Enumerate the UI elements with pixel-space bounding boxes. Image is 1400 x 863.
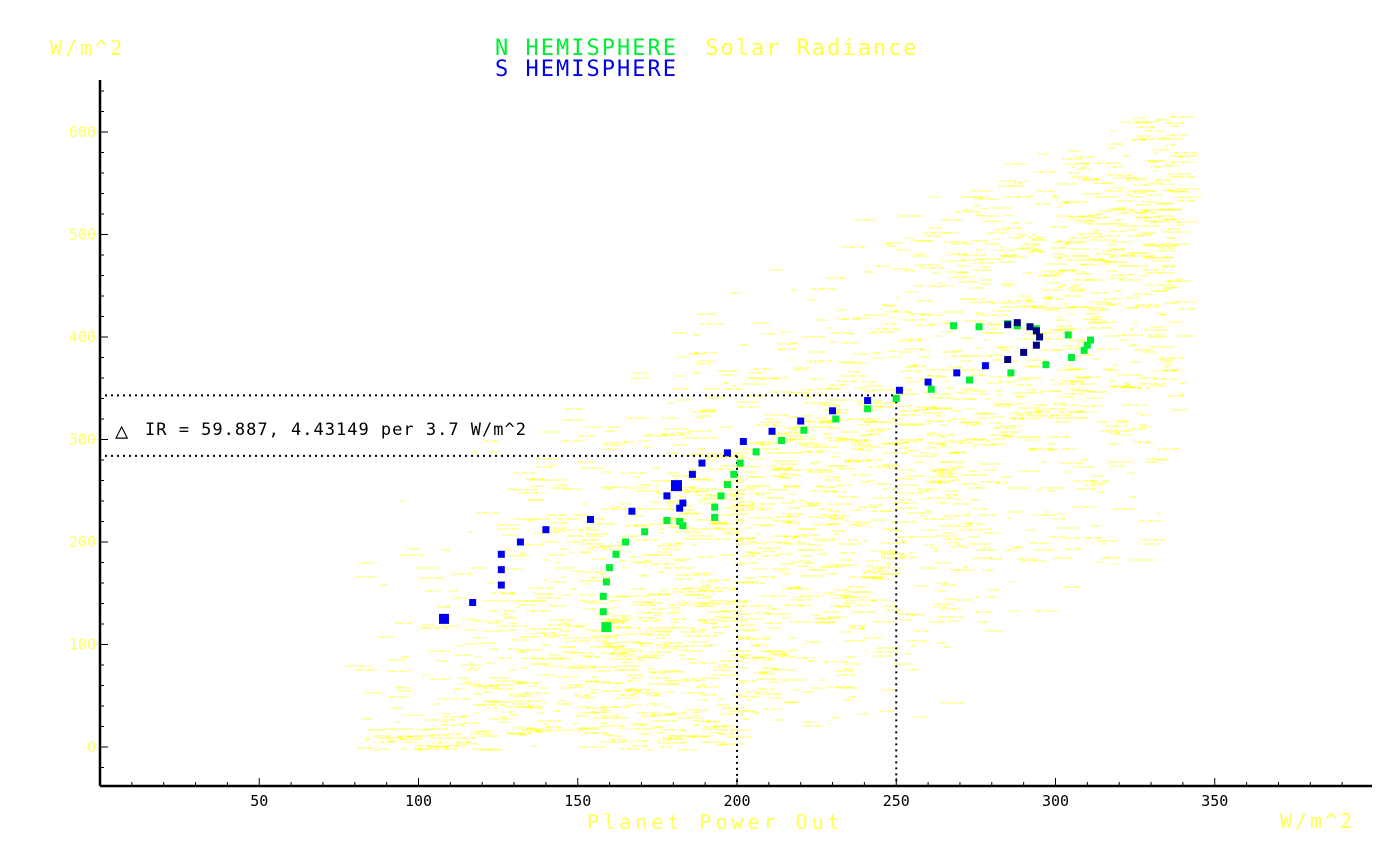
title-s-hemisphere: S HEMISPHERE: [495, 57, 678, 82]
y-unit-label: W/m^2: [50, 36, 125, 60]
n-hemisphere-point: [927, 385, 935, 393]
x-tick-label: 150: [564, 792, 591, 810]
labels-layer: 50 100 150 200 250 300 350 0 100 200 300 400 500 600: [69, 123, 1228, 810]
n-hemisphere-point: [601, 622, 612, 633]
n-hemisphere-point: [1083, 341, 1091, 349]
s-hemisphere-point: [953, 369, 961, 377]
n-hemisphere-point: [1087, 336, 1095, 344]
s-hemisphere-point: [497, 581, 505, 589]
s-hemisphere-point: [829, 407, 837, 415]
s-hemisphere-point: [895, 386, 903, 394]
x-tick-label: 350: [1201, 792, 1228, 810]
n-hemisphere-point: [602, 578, 610, 586]
n-hemisphere-point: [736, 459, 744, 467]
s-hemisphere-point: [723, 449, 731, 457]
n-hemisphere-point: [711, 513, 719, 521]
n-hemisphere-point: [622, 538, 630, 546]
s-hemisphere-point: [676, 504, 684, 512]
s-hemisphere-point: [1020, 348, 1028, 356]
s-hemisphere-point: [469, 598, 477, 606]
s-hemisphere-point: [663, 492, 671, 500]
s-hemisphere-point: [516, 538, 524, 546]
x-unit-label: W/m^2: [1280, 809, 1355, 833]
n-hemisphere-point: [717, 492, 725, 500]
y-tick-label: 300: [69, 431, 96, 449]
s-hemisphere-point: [1013, 319, 1021, 327]
solar-radiance-cloud: [344, 116, 1202, 751]
s-hemisphere-point: [698, 459, 706, 467]
x-tick-label: 250: [883, 792, 910, 810]
s-hemisphere-point: [981, 362, 989, 370]
solar-cloud-strokes: [344, 116, 1202, 751]
n-hemisphere-point: [1042, 361, 1050, 369]
n-hemisphere-point: [676, 518, 684, 525]
y-tick-label: 400: [69, 328, 96, 346]
s-hemisphere-point: [679, 499, 687, 507]
y-tick-label: 600: [69, 123, 96, 141]
y-tick-label: 500: [69, 226, 96, 244]
s-hemisphere-point: [768, 427, 776, 435]
x-tick-label: 100: [405, 792, 432, 810]
s-hemisphere-point: [1032, 341, 1040, 349]
n-hemisphere-point: [606, 564, 614, 572]
n-hemisphere-point: [723, 481, 731, 489]
title-line-1: N HEMISPHERE Solar Radiance: [495, 36, 919, 61]
n-hemisphere-point: [1067, 354, 1075, 361]
n-hemisphere-point: [752, 448, 760, 456]
s-hemisphere-point: [497, 550, 505, 558]
n-hemisphere-point: [679, 522, 687, 530]
annotation-symbol: △: [115, 419, 129, 444]
s-hemisphere-point: [1026, 323, 1034, 331]
n-hemisphere-point: [950, 322, 958, 330]
s-hemisphere-point: [438, 613, 449, 624]
series-layer: [438, 319, 1095, 633]
s-hemisphere-point: [739, 438, 747, 446]
x-axis-label: Planet Power Out: [587, 810, 844, 834]
n-hemisphere-point: [1064, 331, 1072, 339]
n-hemisphere-point: [800, 426, 808, 434]
x-tick-label: 50: [250, 792, 268, 810]
s-hemisphere-point: [670, 480, 682, 492]
s-hemisphere-point: [542, 526, 550, 534]
title-n-hemisphere: N HEMISPHERE: [495, 36, 678, 61]
n-hemisphere-point: [612, 550, 620, 558]
n-hemisphere-point: [1007, 369, 1015, 377]
s-hemisphere-point: [688, 470, 696, 478]
annotation-text: IR = 59.887, 4.43149 per 3.7 W/m^2: [145, 420, 527, 440]
s-hemisphere-point: [586, 515, 594, 523]
n-hemisphere-point: [778, 437, 786, 445]
x-tick-label: 200: [723, 792, 750, 810]
x-tick-label: 300: [1042, 792, 1069, 810]
s-hemisphere-point: [497, 566, 505, 574]
s-hemisphere-point: [864, 397, 872, 405]
s-hemisphere-point: [1004, 356, 1012, 364]
s-hemisphere-point: [1004, 321, 1012, 329]
n-hemisphere-point: [730, 470, 738, 478]
n-hemisphere-point: [892, 395, 900, 402]
title-solar-radiance: Solar Radiance: [705, 36, 918, 61]
y-tick-label: 200: [69, 533, 96, 551]
s-hemisphere-point: [1036, 333, 1044, 341]
s-hemisphere-point: [628, 507, 636, 515]
y-tick-label: 100: [69, 636, 96, 654]
n-hemisphere-point: [864, 405, 872, 413]
n-hemisphere-point: [599, 592, 607, 600]
annotation-guides: [105, 394, 898, 786]
n-hemisphere-point: [663, 516, 671, 524]
n-hemisphere-point: [641, 528, 649, 536]
n-hemisphere-point: [975, 323, 983, 331]
y-tick-label: 0: [87, 738, 96, 756]
n-hemisphere-point: [711, 503, 719, 511]
s-hemisphere-point: [1032, 327, 1040, 335]
n-hemisphere-point: [832, 415, 840, 423]
s-hemisphere-point: [797, 417, 805, 425]
s-hemisphere-point: [924, 378, 932, 386]
n-hemisphere-point: [966, 376, 974, 384]
n-hemisphere-point: [1080, 346, 1088, 354]
n-hemisphere-point: [599, 608, 607, 616]
